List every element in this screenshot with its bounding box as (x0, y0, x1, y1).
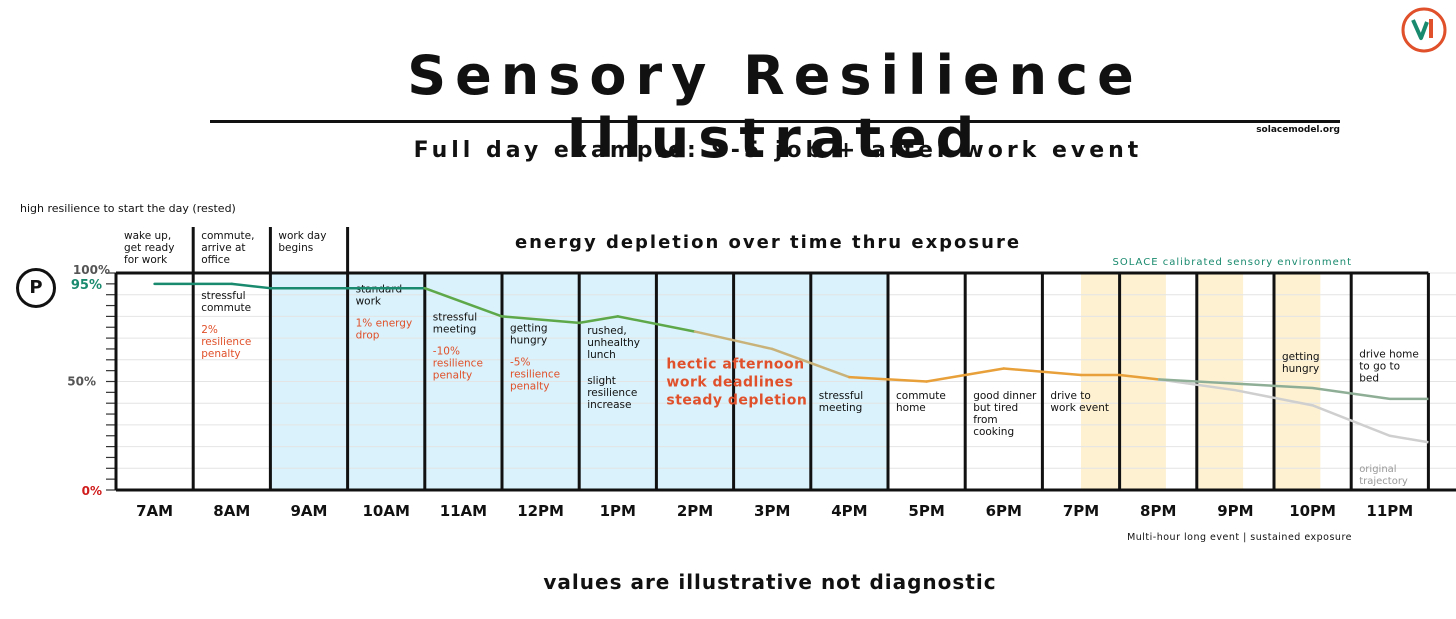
annotation: bed (1359, 373, 1379, 385)
series-segment-actual (423, 286, 504, 318)
page-subtitle: Full day example: 9-5 job + after work e… (413, 138, 1143, 163)
annotation: good dinner (973, 390, 1037, 402)
title-underline (210, 120, 1340, 123)
series-segment-actual (693, 330, 774, 351)
big-annotation: steady depletion (666, 392, 807, 408)
header-note: office (201, 254, 230, 266)
x-tick-label: 10PM (1289, 502, 1336, 520)
annotation: unhealthy (587, 337, 640, 349)
header-note: wake up, (124, 230, 171, 242)
top-left-note: high resilience to start the day (rested… (20, 202, 236, 215)
penalty-note: penalty (510, 381, 549, 393)
penalty-note: resilience (201, 336, 251, 348)
header-note: for work (124, 254, 168, 266)
y-tick-label: 0% (82, 484, 102, 498)
trajectory-label: trajectory (1359, 476, 1408, 487)
penalty-note: 2% (201, 324, 218, 336)
series-segment-actual (616, 315, 697, 333)
y-tick-label: 100% (73, 263, 110, 277)
annotation: home (896, 402, 926, 414)
site-url: solacemodel.org (1256, 125, 1340, 135)
annotation: meeting (819, 402, 863, 414)
annotation: stressful (819, 390, 863, 402)
header-note: get ready (124, 242, 174, 254)
series-segment-actual (1118, 373, 1160, 381)
series-segment-actual (925, 367, 1006, 383)
penalty-note: resilience (510, 369, 560, 381)
x-tick-label: 7PM (1063, 502, 1099, 520)
x-tick-label: 9PM (1217, 502, 1253, 520)
x-tick-label: 4PM (831, 502, 867, 520)
x-tick-label: 5PM (908, 502, 944, 520)
annotation: commute (201, 302, 251, 314)
annotation: hungry (510, 335, 547, 347)
header-note: arrive at (201, 242, 245, 254)
x-tick-label: 7AM (136, 502, 173, 520)
penalty-note: -5% (510, 357, 530, 369)
trajectory-label: original (1359, 464, 1396, 475)
annotation: getting (510, 323, 548, 335)
annotation: commute (896, 390, 946, 402)
header-note: commute, (201, 230, 254, 242)
penalty-note: penalty (433, 370, 472, 382)
annotation: lunch (587, 349, 616, 361)
p-badge: P (16, 268, 56, 308)
big-annotation: work deadlines (666, 374, 793, 390)
annotation: stressful (433, 312, 477, 324)
annotation-note: increase (587, 399, 631, 411)
page-footer: values are illustrative not diagnostic (543, 570, 997, 594)
annotation: getting (1282, 351, 1320, 363)
series-segment-actual (848, 375, 928, 383)
y-tick-label: 50% (67, 375, 96, 389)
x-tick-label: 10AM (362, 502, 409, 520)
series-segment-actual (577, 315, 620, 325)
annotation: but tired (973, 402, 1018, 414)
header-note: work day (278, 230, 326, 242)
penalty-note: 1% energy (356, 318, 413, 330)
annotation: work (356, 296, 382, 308)
annotation: drive to (1050, 390, 1090, 402)
annotation: to go to (1359, 361, 1400, 373)
annotation-note: slight (587, 375, 616, 387)
event-label: Multi-hour long event | sustained exposu… (1127, 532, 1352, 543)
series-original-trajectory (1158, 378, 1429, 444)
x-tick-label: 2PM (677, 502, 713, 520)
chart-title: energy depletion over time thru exposure (515, 232, 1021, 253)
x-tick-label: 8AM (213, 502, 250, 520)
annotation: stressful (201, 290, 245, 302)
x-tick-label: 6PM (986, 502, 1022, 520)
y-start-label: 95% (71, 278, 102, 293)
x-tick-label: 11AM (440, 502, 487, 520)
series-segment-actual (770, 347, 851, 379)
x-tick-label: 11PM (1366, 502, 1413, 520)
x-tick-label: 3PM (754, 502, 790, 520)
penalty-note: drop (356, 330, 380, 342)
annotation: rushed, (587, 325, 627, 337)
annotation: meeting (433, 324, 477, 336)
penalty-note: -10% (433, 346, 460, 358)
annotation: drive home (1359, 349, 1419, 361)
x-tick-label: 9AM (291, 502, 328, 520)
series-segment-actual (230, 282, 272, 290)
x-tick-label: 8PM (1140, 502, 1176, 520)
penalty-note: resilience (433, 358, 483, 370)
annotation: cooking (973, 426, 1014, 438)
annotation-note: resilience (587, 387, 637, 399)
big-annotation: hectic afternoon (666, 356, 804, 372)
series-solace (1158, 378, 1429, 401)
series-segment-actual (500, 315, 581, 325)
header-note: begins (278, 242, 313, 254)
x-tick-label: 1PM (600, 502, 636, 520)
annotation: hungry (1282, 363, 1319, 375)
x-tick-label: 12PM (517, 502, 564, 520)
penalty-note: penalty (201, 348, 240, 360)
annotation: from (973, 414, 997, 426)
neurohue-logo (1400, 6, 1448, 58)
solace-label: SOLACE calibrated sensory environment (1113, 257, 1352, 268)
series-segment-actual (1002, 367, 1083, 377)
annotation: work event (1050, 402, 1109, 414)
annotation: standard (356, 284, 403, 296)
page-title: Sensory Resilience Illustrated (407, 44, 1143, 170)
